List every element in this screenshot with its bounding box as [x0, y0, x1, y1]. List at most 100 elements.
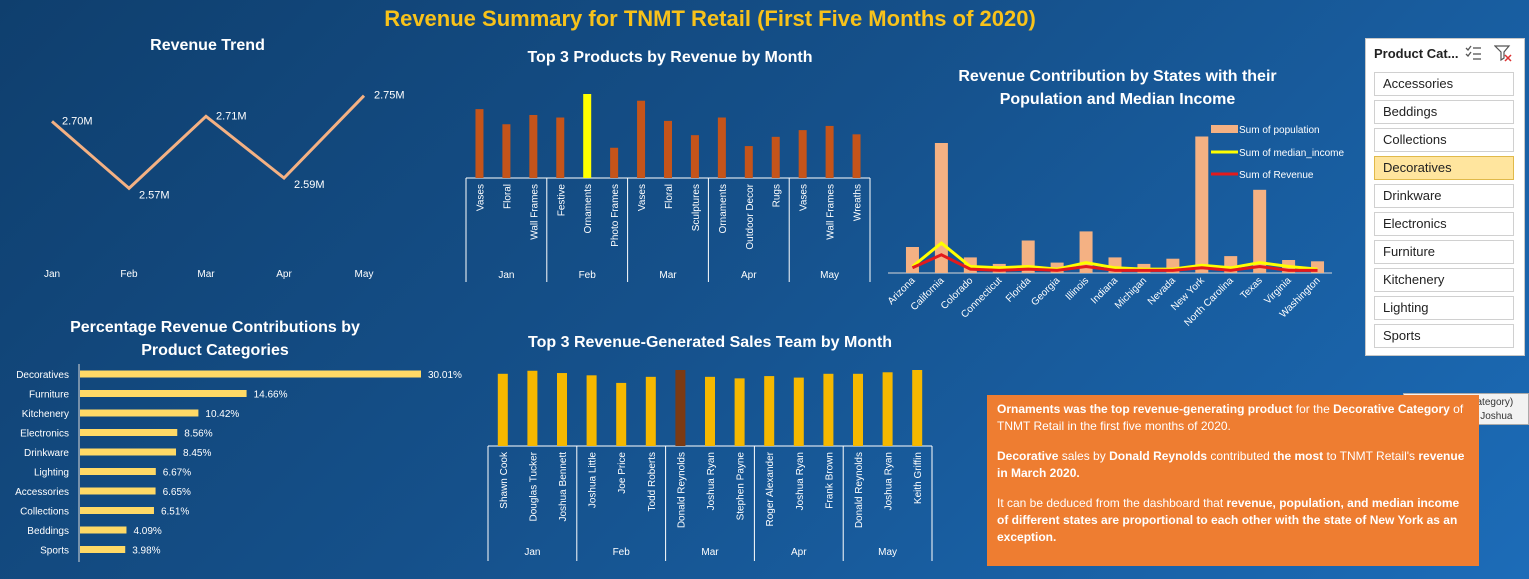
revenue-trend-chart[interactable]: 2.70M Jan 2.57M Feb 2.71M Mar 2.59M Apr 2.75M May [0, 60, 440, 290]
bar[interactable] [793, 377, 804, 446]
category-pct-chart[interactable]: Decoratives 30.01% Furniture 14.66% Kitchene… [0, 362, 480, 562]
category-pct-title-line2: Product Categories [141, 342, 289, 359]
bar-tick-label: Donald Reynolds [676, 452, 687, 528]
category-bar[interactable] [80, 370, 421, 378]
bar[interactable] [475, 109, 484, 178]
clear-filter-icon[interactable] [1494, 44, 1512, 62]
insight-text-run: Decorative [1333, 402, 1395, 416]
category-data-label: 6.67% [163, 468, 191, 479]
bar-tick-label: Vases [475, 184, 486, 211]
slicer-item-collections[interactable]: Collections [1374, 128, 1514, 152]
slicer-item-drinkware[interactable]: Drinkware [1374, 184, 1514, 208]
product-category-slicer[interactable]: Product Cat... Accessories Beddings Collec… [1365, 38, 1525, 356]
revenue-line[interactable] [911, 253, 1318, 272]
category-tick-label: Sports [40, 546, 69, 557]
bar[interactable] [529, 115, 538, 178]
bar[interactable] [664, 120, 672, 178]
multi-select-icon[interactable] [1464, 44, 1482, 62]
category-tick-label: Lighting [34, 468, 69, 479]
population-bar[interactable] [1253, 189, 1267, 273]
category-data-label: 14.66% [254, 390, 288, 401]
bar[interactable] [557, 373, 567, 446]
insight-text-run: the most [1273, 449, 1324, 463]
category-bar[interactable] [80, 487, 156, 495]
bar-tick-label: Todd Roberts [647, 452, 658, 511]
sales-team-chart[interactable]: Shawn Cook Douglas Tucker Joshua Bennett Ja… [480, 356, 940, 566]
category-bar[interactable] [80, 409, 199, 417]
bar[interactable] [556, 117, 565, 178]
category-bar[interactable] [80, 468, 156, 475]
slicer-item-accessories[interactable]: Accessories [1374, 72, 1514, 96]
insights-panel: Ornaments was the top revenue-generating… [987, 395, 1479, 566]
top-products-chart[interactable]: Vases Floral Wall Frames Jan Festive Ornament… [460, 70, 880, 290]
slicer-item-kitchenery[interactable]: Kitchenery [1374, 268, 1514, 292]
category-bar[interactable] [80, 526, 127, 534]
slicer-item-lighting[interactable]: Lighting [1374, 296, 1514, 320]
bar[interactable] [764, 376, 775, 446]
group-month-label: May [878, 547, 897, 558]
bar[interactable] [771, 136, 780, 178]
slicer-item-beddings[interactable]: Beddings [1374, 100, 1514, 124]
bar[interactable] [734, 378, 745, 446]
population-bar[interactable] [905, 247, 919, 273]
group-month-label: Jan [524, 547, 540, 558]
bar[interactable] [610, 147, 619, 178]
bar[interactable] [823, 373, 834, 446]
slicer-item-electronics[interactable]: Electronics [1374, 212, 1514, 236]
bar[interactable] [882, 372, 893, 446]
group-month-label: Feb [579, 270, 597, 281]
bar[interactable] [645, 376, 656, 446]
bar[interactable] [912, 370, 923, 446]
median-income-line[interactable] [911, 241, 1318, 271]
bar-tick-label: Photo Frames [610, 184, 621, 247]
trend-data-label: 2.71M [216, 110, 247, 122]
trend-data-label: 2.57M [139, 189, 170, 201]
insight-text-run: It can be deduced from the dashboard tha… [997, 496, 1227, 510]
states-title-line2: Population and Median Income [999, 91, 1236, 108]
population-bar[interactable] [1311, 261, 1325, 273]
category-data-label: 8.56% [184, 429, 212, 440]
category-bar[interactable] [80, 429, 178, 436]
category-bar[interactable] [80, 546, 126, 553]
category-bar[interactable] [80, 390, 247, 397]
bar[interactable] [825, 125, 834, 178]
bar-tick-label: Floral [664, 184, 675, 209]
bar[interactable] [616, 382, 627, 446]
bar[interactable] [583, 94, 592, 178]
bar[interactable] [502, 124, 511, 178]
legend-label: Sum of population [1239, 125, 1320, 136]
bar[interactable] [675, 370, 686, 446]
category-bar[interactable] [80, 507, 154, 514]
insight-text-run: top revenue-generating product [1111, 402, 1293, 416]
bar-tick-label: Rugs [772, 184, 783, 207]
bar[interactable] [690, 135, 699, 178]
bar[interactable] [798, 130, 807, 178]
slicer-title: Product Cat... [1374, 46, 1459, 61]
bar[interactable] [744, 146, 753, 178]
bar[interactable] [852, 134, 861, 178]
category-tick-label: Kitchenery [22, 409, 69, 420]
bar[interactable] [637, 100, 646, 178]
bar-tick-label: Shawn Cook [499, 451, 510, 509]
slicer-item-sports[interactable]: Sports [1374, 324, 1514, 348]
category-bar[interactable] [80, 448, 177, 456]
population-bar[interactable] [1195, 136, 1209, 274]
bar[interactable] [705, 376, 715, 446]
bar[interactable] [853, 373, 863, 446]
trend-data-label: 2.70M [62, 115, 93, 127]
slicer-item-furniture[interactable]: Furniture [1374, 240, 1514, 264]
slicer-item-decoratives[interactable]: Decoratives [1374, 156, 1514, 180]
revenue-trend-line[interactable] [51, 94, 366, 191]
population-bar[interactable] [1021, 240, 1035, 274]
bar-tick-label: Stephen Payne [736, 452, 747, 521]
bar[interactable] [527, 370, 538, 446]
bar[interactable] [717, 117, 726, 178]
insight-text-run: Ornaments was the [997, 402, 1112, 416]
category-tick-label: Collections [20, 507, 69, 518]
bar[interactable] [497, 373, 508, 446]
bar[interactable] [586, 375, 597, 446]
population-bar[interactable] [934, 143, 948, 273]
revenue-trend-title: Revenue Trend [150, 37, 265, 54]
trend-x-tick: Feb [120, 269, 138, 280]
